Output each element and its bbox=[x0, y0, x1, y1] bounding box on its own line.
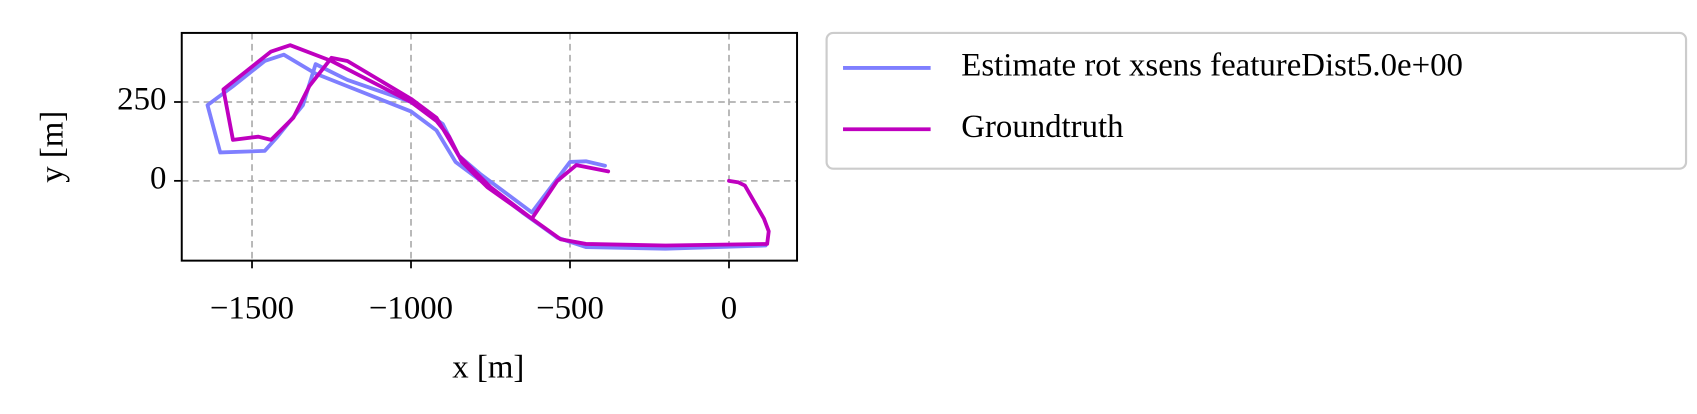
y-tick-label: 0 bbox=[150, 160, 166, 196]
x-tick-label: 0 bbox=[721, 291, 737, 327]
legend-label: Estimate rot xsens featureDist5.0e+00 bbox=[961, 47, 1463, 83]
y-tick-label: 250 bbox=[117, 82, 166, 118]
x-axis-label: x [m] bbox=[452, 350, 524, 386]
trajectory-line bbox=[221, 43, 771, 248]
y-axis-label: y [m] bbox=[34, 111, 70, 183]
trajectory-line bbox=[205, 52, 768, 251]
legend-label: Groundtruth bbox=[961, 109, 1123, 145]
legend-box bbox=[825, 31, 1688, 170]
plot-frame bbox=[180, 31, 799, 262]
x-tick-label: −1000 bbox=[369, 291, 453, 327]
x-tick-label: −500 bbox=[536, 291, 604, 327]
x-tick-label: −1500 bbox=[210, 291, 294, 327]
